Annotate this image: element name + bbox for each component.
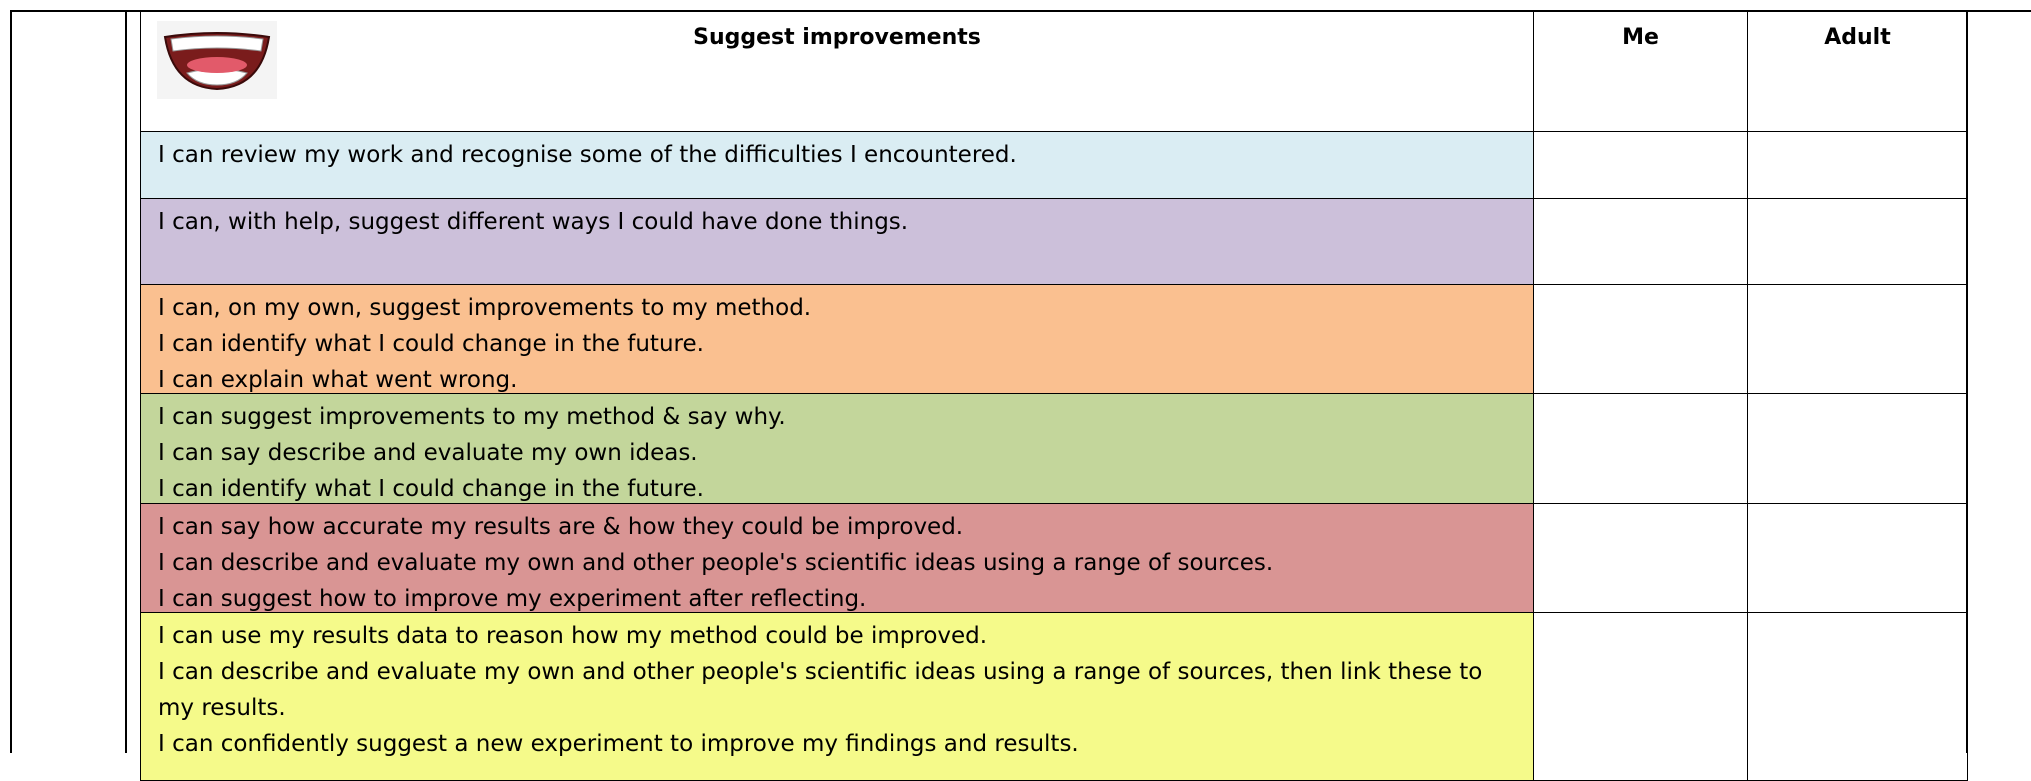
mouth-icon <box>157 21 277 99</box>
statement-line: I can suggest improvements to my method … <box>158 404 786 430</box>
me-cell <box>1533 131 1748 199</box>
margin-line <box>125 10 127 753</box>
header-adult: Adult <box>1747 10 1968 132</box>
header-me: Me <box>1533 10 1748 132</box>
adult-cell <box>1747 503 1968 613</box>
statement-cell: I can review my work and recognise some … <box>140 131 1534 199</box>
adult-cell <box>1747 198 1968 285</box>
statement-line: I can use my results data to reason how … <box>158 623 988 649</box>
statement-cell: I can use my results data to reason how … <box>140 612 1534 781</box>
statement-line: I can explain what went wrong. <box>158 367 518 393</box>
me-cell <box>1533 198 1748 285</box>
statement-cell: I can suggest improvements to my method … <box>140 393 1534 504</box>
header-title: Suggest improvements <box>693 25 981 50</box>
adult-cell <box>1747 393 1968 504</box>
statement-line: I can say describe and evaluate my own i… <box>158 440 698 466</box>
top-border <box>10 10 2031 12</box>
statement-line: I can, on my own, suggest improvements t… <box>158 295 812 321</box>
statement-cell: I can say how accurate my results are & … <box>140 503 1534 613</box>
statement-cell: I can, on my own, suggest improvements t… <box>140 284 1534 394</box>
me-cell <box>1533 393 1748 504</box>
adult-cell <box>1747 131 1968 199</box>
statement-line: I can identify what I could change in th… <box>158 331 704 357</box>
statement-line: I can identify what I could change in th… <box>158 476 704 502</box>
statement-line: I can review my work and recognise some … <box>158 142 1017 168</box>
statement-line: I can describe and evaluate my own and o… <box>158 659 1483 721</box>
statement-line: I can, with help, suggest different ways… <box>158 209 909 235</box>
statement-cell: I can, with help, suggest different ways… <box>140 198 1534 285</box>
me-cell <box>1533 284 1748 394</box>
header-cell: Suggest improvements <box>140 10 1534 132</box>
page: {"header": {"title": "Suggest improvemen… <box>10 10 2031 781</box>
me-cell <box>1533 612 1748 781</box>
me-cell <box>1533 503 1748 613</box>
statement-line: I can describe and evaluate my own and o… <box>158 550 1274 576</box>
statement-line: I can suggest how to improve my experime… <box>158 586 867 612</box>
statement-line: I can confidently suggest a new experime… <box>158 731 1079 757</box>
adult-cell <box>1747 612 1968 781</box>
statement-line: I can say how accurate my results are & … <box>158 514 964 540</box>
outer-border <box>10 10 12 753</box>
adult-cell <box>1747 284 1968 394</box>
